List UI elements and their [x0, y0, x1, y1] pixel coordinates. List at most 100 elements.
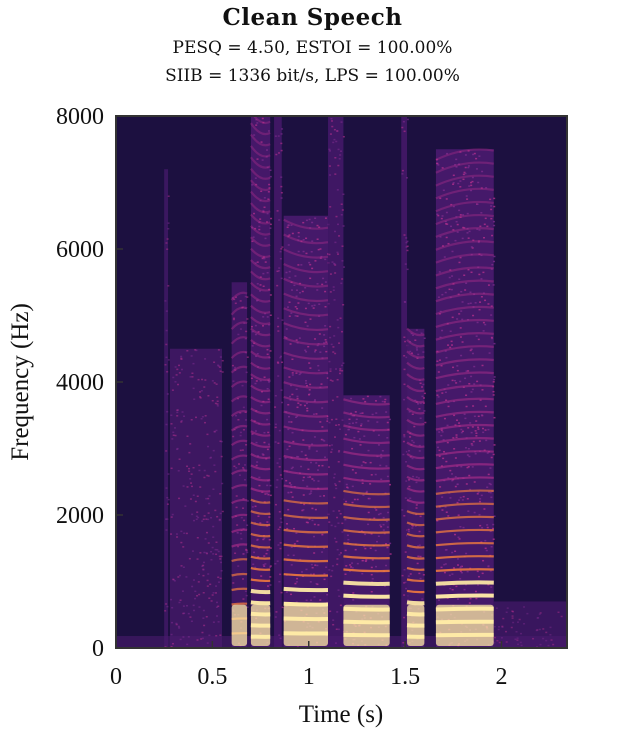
spectral-speckle	[403, 594, 406, 596]
spectral-speckle	[266, 348, 269, 351]
spectral-speckle	[386, 475, 389, 478]
spectral-speckle	[452, 174, 455, 177]
spectral-speckle	[203, 624, 206, 627]
spectral-speckle	[484, 547, 487, 550]
spectral-speckle	[328, 521, 331, 523]
spectral-speckle	[328, 444, 331, 447]
spectral-speckle	[215, 553, 218, 556]
spectral-speckle	[256, 261, 259, 263]
spectral-speckle	[422, 351, 425, 353]
spectral-speckle	[288, 315, 291, 317]
spectral-speckle	[420, 332, 423, 335]
spectral-speckle	[208, 502, 211, 505]
spectral-speckle	[233, 428, 236, 431]
spectral-speckle	[414, 339, 417, 341]
spectral-speckle	[458, 422, 461, 424]
spectral-speckle	[237, 333, 240, 336]
harmonic-stripe	[406, 567, 425, 571]
spectral-speckle	[439, 310, 442, 313]
spectral-speckle	[245, 444, 248, 446]
spectral-speckle	[277, 528, 280, 531]
spectrogram-marks	[116, 116, 567, 648]
spectral-speckle	[382, 523, 385, 526]
spectral-speckle	[167, 228, 170, 230]
spectral-speckle	[292, 554, 295, 557]
spectral-speckle	[332, 619, 335, 621]
spectral-speckle	[215, 606, 218, 609]
spectral-speckle	[199, 397, 202, 399]
spectral-speckle	[269, 169, 272, 172]
spectral-speckle	[293, 284, 296, 287]
spectral-speckle	[188, 557, 191, 560]
harmonic-stripe	[435, 580, 494, 586]
spectral-speckle	[473, 152, 476, 155]
spectral-speckle	[334, 272, 337, 274]
spectral-speckle	[324, 456, 327, 458]
spectral-speckle	[486, 486, 489, 489]
spectral-speckle	[334, 483, 337, 485]
harmonic-stripe	[435, 528, 494, 534]
spectral-speckle	[538, 628, 541, 631]
spectral-speckle	[208, 597, 211, 599]
low-formant	[343, 604, 390, 646]
spectral-speckle	[187, 612, 190, 615]
spectral-speckle	[514, 638, 517, 640]
harmonic-stripe	[230, 336, 248, 345]
spectral-speckle	[441, 509, 444, 511]
spectral-speckle	[261, 257, 264, 260]
spectral-speckle	[462, 526, 465, 529]
spectral-speckle	[288, 421, 291, 423]
spectral-speckle	[182, 485, 185, 487]
spectral-speckle	[253, 212, 256, 215]
spectral-speckle	[459, 216, 462, 218]
spectral-speckle	[442, 189, 445, 192]
spectral-speckle	[253, 134, 256, 136]
spectral-speckle	[476, 584, 479, 586]
spectral-speckle	[178, 364, 181, 367]
spectral-speckle	[280, 142, 283, 145]
spectral-speckle	[385, 564, 388, 567]
spectral-speckle	[269, 175, 272, 178]
spectral-speckle	[195, 515, 198, 518]
spectral-speckle	[337, 628, 340, 631]
spectral-speckle	[338, 372, 341, 375]
spectral-speckle	[452, 283, 455, 285]
spectral-speckle	[258, 221, 261, 224]
spectral-speckle	[231, 364, 234, 367]
spectral-speckle	[308, 493, 311, 495]
harmonic-stripe	[230, 410, 248, 417]
spectral-speckle	[245, 330, 248, 333]
spectral-speckle	[490, 545, 493, 548]
spectral-speckle	[290, 546, 293, 549]
spectral-speckle	[173, 427, 176, 429]
harmonic-stripe	[435, 384, 494, 393]
harmonic-stripe	[231, 498, 248, 505]
spectral-speckle	[239, 328, 242, 330]
harmonic-stripe	[250, 532, 271, 538]
spectral-speckle	[260, 575, 263, 577]
spectral-speckle	[370, 573, 373, 576]
harmonic-stripe	[250, 225, 271, 236]
spectral-speckle	[309, 367, 312, 369]
spectral-speckle	[279, 573, 282, 576]
spectral-speckle	[241, 578, 244, 580]
spectral-speckle	[308, 218, 311, 221]
spectral-speckle	[409, 350, 412, 353]
harmonic-stripe	[406, 589, 425, 594]
spectral-speckle	[166, 393, 169, 395]
spectral-speckle	[452, 567, 455, 569]
harmonic-stripe	[283, 351, 329, 360]
spectral-speckle	[417, 477, 420, 479]
spectral-speckle	[351, 422, 354, 424]
spectral-speckle	[485, 439, 488, 442]
spectral-speckle	[342, 362, 345, 364]
spectral-speckle	[201, 637, 204, 640]
spectral-speckle	[187, 636, 190, 638]
spectral-speckle	[295, 601, 298, 603]
spectral-speckle	[196, 595, 199, 597]
spectral-speckle	[465, 583, 468, 586]
spectral-speckle	[319, 599, 322, 601]
spectral-speckle	[409, 341, 412, 343]
spectral-speckle	[526, 612, 529, 615]
spectral-speckle	[369, 483, 372, 485]
